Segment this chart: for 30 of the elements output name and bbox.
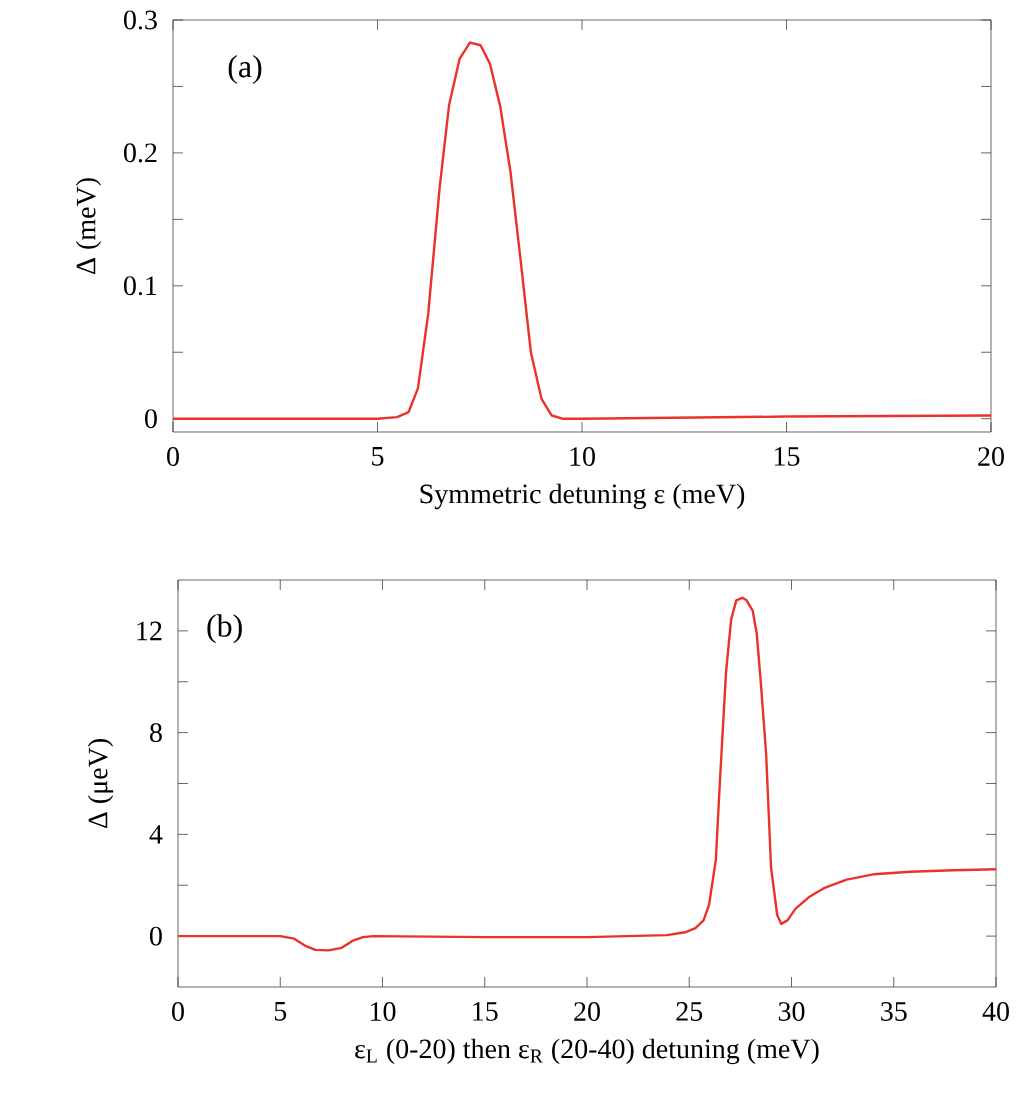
x-tick-label: 0: [167, 447, 179, 466]
x-tick-label: 5: [372, 447, 384, 466]
x-tick-label: 35: [881, 1002, 907, 1021]
y-axis-title: Δ (μeV): [87, 739, 114, 829]
y-tick-label: 8: [150, 723, 162, 743]
y-tick-label: 0: [145, 409, 157, 429]
line-series: [178, 596, 996, 952]
y-tick-label: 12: [137, 621, 162, 641]
x-tick-label: 25: [676, 1002, 703, 1021]
annotation: (b): [207, 614, 242, 644]
x-tick-label: 40: [982, 1002, 1009, 1021]
x-tick-label: 5: [274, 1002, 287, 1021]
x-tick-label: 20: [978, 447, 1004, 466]
y-tick-label: 0: [150, 926, 162, 946]
x-tick-label: 15: [473, 1002, 498, 1021]
y-tick-label: 0.1: [124, 276, 157, 296]
x-tick-label: 0: [172, 1002, 184, 1021]
x-axis-title: ε$_{L}$ (0-20) then ε$_{R}$ (20-40) detuning (meV): [355, 1038, 819, 1065]
x-tick-label: 15: [774, 447, 800, 466]
annotation: (a): [228, 54, 262, 84]
x-tick-label: 30: [778, 1002, 805, 1021]
x-tick-label: 10: [370, 1002, 396, 1021]
line-series: [173, 41, 992, 420]
x-axis-title: Symmetric detuning ε (meV): [420, 483, 745, 510]
y-axis-title: Δ (meV): [75, 178, 102, 274]
y-tick-label: 0.3: [124, 10, 157, 30]
x-tick-label: 10: [570, 447, 595, 466]
x-tick-label: 20: [574, 1002, 600, 1021]
y-tick-label: 4: [149, 825, 163, 844]
y-tick-label: 0.2: [124, 143, 157, 163]
